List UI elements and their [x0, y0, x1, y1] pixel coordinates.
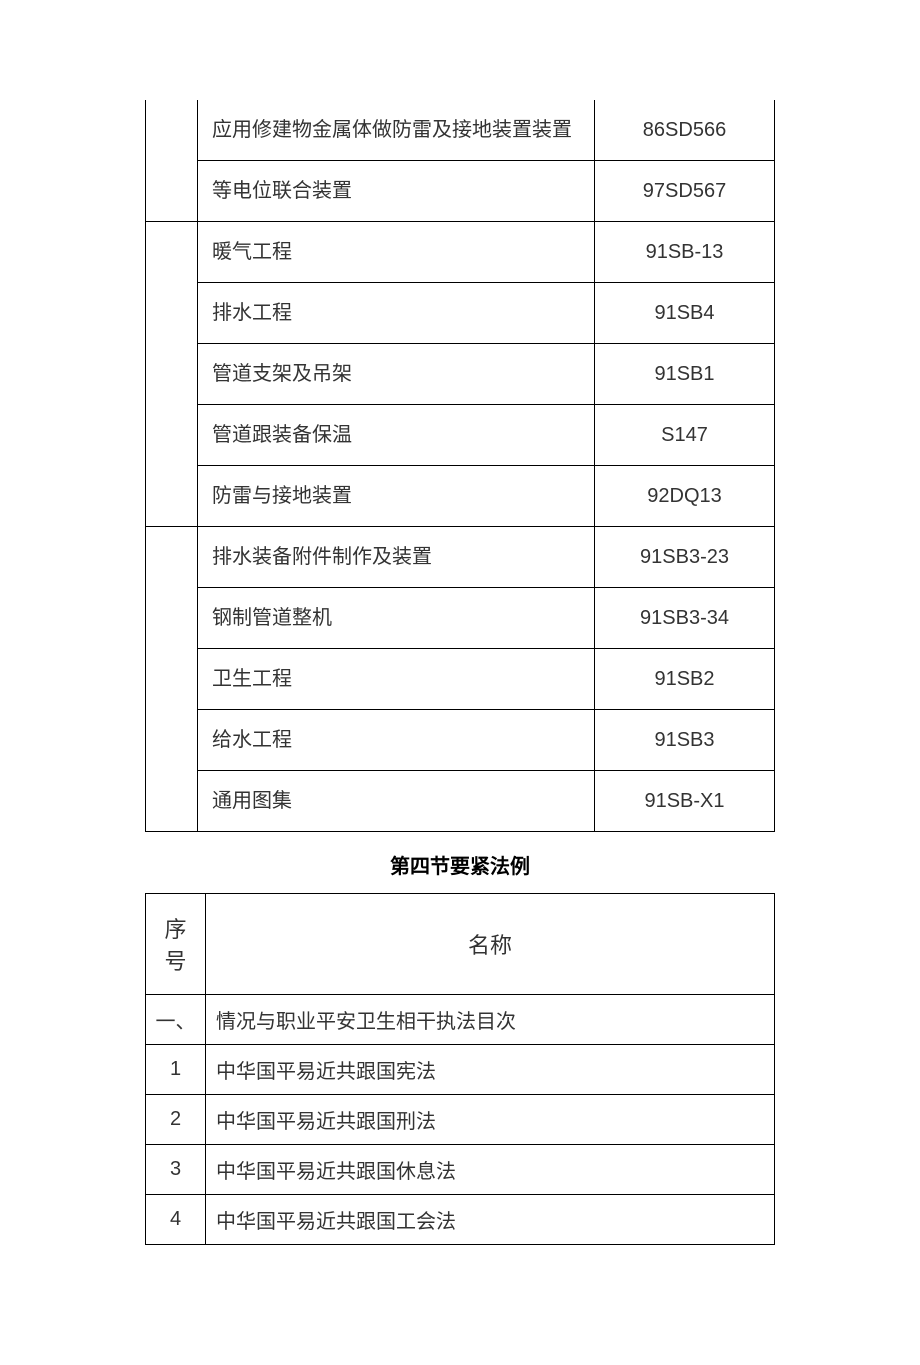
desc-cell: 防雷与接地装置: [198, 466, 595, 527]
code-cell: 91SB3-34: [595, 588, 775, 649]
table-row: 给水工程91SB3: [146, 710, 775, 771]
table-row: 1中华国平易近共跟国宪法: [146, 1045, 775, 1095]
index-cell: 3: [146, 1145, 206, 1195]
table-row: 防雷与接地装置92DQ13: [146, 466, 775, 527]
header-index: 序号: [146, 894, 206, 995]
table-row: 通用图集91SB-X1: [146, 771, 775, 832]
index-cell: 2: [146, 1095, 206, 1145]
name-cell: 情况与职业平安卫生相干执法目次: [206, 995, 775, 1045]
desc-cell: 通用图集: [198, 771, 595, 832]
index-cell: 1: [146, 1045, 206, 1095]
code-cell: 91SB3-23: [595, 527, 775, 588]
table-row: 等电位联合装置97SD567: [146, 161, 775, 222]
code-cell: 91SB1: [595, 344, 775, 405]
table-row: 暖气工程91SB-13: [146, 222, 775, 283]
name-cell: 中华国平易近共跟国工会法: [206, 1195, 775, 1245]
table-row: 一、情况与职业平安卫生相干执法目次: [146, 995, 775, 1045]
table-row: 钢制管道整机91SB3-34: [146, 588, 775, 649]
desc-cell: 卫生工程: [198, 649, 595, 710]
group-cell: [146, 527, 198, 832]
code-cell: S147: [595, 405, 775, 466]
desc-cell: 管道支架及吊架: [198, 344, 595, 405]
code-cell: 86SD566: [595, 100, 775, 161]
code-cell: 97SD567: [595, 161, 775, 222]
desc-cell: 排水工程: [198, 283, 595, 344]
index-cell: 4: [146, 1195, 206, 1245]
laws-table: 序号 名称 一、情况与职业平安卫生相干执法目次1中华国平易近共跟国宪法2中华国平…: [145, 893, 775, 1245]
name-cell: 中华国平易近共跟国宪法: [206, 1045, 775, 1095]
desc-cell: 暖气工程: [198, 222, 595, 283]
code-cell: 92DQ13: [595, 466, 775, 527]
index-cell: 一、: [146, 995, 206, 1045]
table-row: 应用修建物金属体做防雷及接地装置装置86SD566: [146, 100, 775, 161]
table-header-row: 序号 名称: [146, 894, 775, 995]
code-cell: 91SB-13: [595, 222, 775, 283]
code-cell: 91SB3: [595, 710, 775, 771]
desc-cell: 等电位联合装置: [198, 161, 595, 222]
header-name: 名称: [206, 894, 775, 995]
name-cell: 中华国平易近共跟国刑法: [206, 1095, 775, 1145]
section-title: 第四节要紧法例: [145, 850, 775, 879]
table-row: 排水工程91SB4: [146, 283, 775, 344]
table-row: 排水装备附件制作及装置91SB3-23: [146, 527, 775, 588]
desc-cell: 给水工程: [198, 710, 595, 771]
table-row: 4中华国平易近共跟国工会法: [146, 1195, 775, 1245]
table-row: 卫生工程91SB2: [146, 649, 775, 710]
table-row: 3中华国平易近共跟国休息法: [146, 1145, 775, 1195]
desc-cell: 排水装备附件制作及装置: [198, 527, 595, 588]
code-cell: 91SB4: [595, 283, 775, 344]
name-cell: 中华国平易近共跟国休息法: [206, 1145, 775, 1195]
table-row: 2中华国平易近共跟国刑法: [146, 1095, 775, 1145]
table-row: 管道支架及吊架91SB1: [146, 344, 775, 405]
group-cell: [146, 222, 198, 527]
desc-cell: 管道跟装备保温: [198, 405, 595, 466]
standards-table: 应用修建物金属体做防雷及接地装置装置86SD566等电位联合装置97SD567暖…: [145, 100, 775, 832]
code-cell: 91SB-X1: [595, 771, 775, 832]
code-cell: 91SB2: [595, 649, 775, 710]
group-cell: [146, 100, 198, 222]
desc-cell: 钢制管道整机: [198, 588, 595, 649]
desc-cell: 应用修建物金属体做防雷及接地装置装置: [198, 100, 595, 161]
table-row: 管道跟装备保温S147: [146, 405, 775, 466]
